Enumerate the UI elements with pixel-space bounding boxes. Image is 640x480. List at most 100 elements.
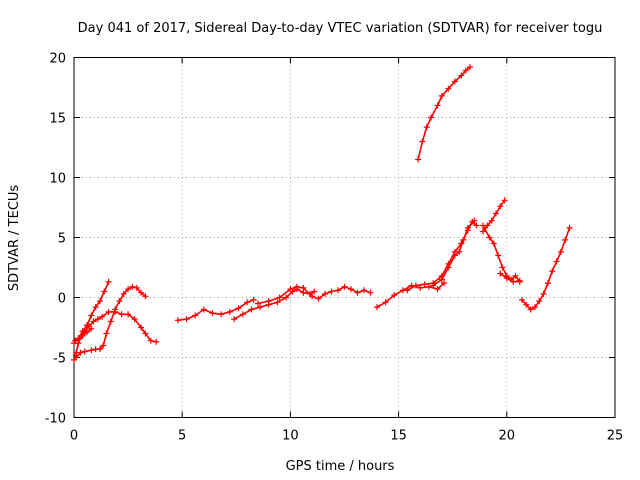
data-point-marker xyxy=(77,349,84,356)
data-point-marker xyxy=(553,258,560,265)
data-point-marker xyxy=(248,306,255,313)
data-point-marker xyxy=(231,316,238,323)
data-point-marker xyxy=(501,197,508,204)
x-tick-label: 0 xyxy=(70,429,78,444)
data-point-marker xyxy=(88,347,95,354)
data-point-marker xyxy=(309,293,316,300)
data-point-marker xyxy=(441,280,448,287)
data-point-marker xyxy=(486,234,493,241)
data-point-marker xyxy=(283,294,290,301)
series-line xyxy=(73,311,157,361)
series-segment xyxy=(497,270,523,285)
data-point-marker xyxy=(133,284,140,291)
data-point-marker xyxy=(99,313,106,320)
data-point-marker xyxy=(492,210,499,217)
data-point-marker xyxy=(183,316,190,323)
series-segment xyxy=(415,64,474,163)
data-point-marker xyxy=(425,283,432,290)
series-segment xyxy=(231,286,318,323)
data-point-marker xyxy=(367,289,374,296)
data-point-marker xyxy=(430,282,437,289)
data-point-marker xyxy=(462,67,469,74)
data-point-marker xyxy=(120,290,127,297)
grid-lines xyxy=(74,57,615,418)
data-point-marker xyxy=(311,288,318,295)
x-tick-label: 20 xyxy=(499,429,516,444)
series-line xyxy=(257,285,372,305)
data-point-marker xyxy=(497,203,504,210)
data-point-marker xyxy=(479,222,486,229)
data-point-marker xyxy=(456,248,463,255)
y-tick-label: 10 xyxy=(49,172,66,187)
data-point-marker xyxy=(116,298,123,305)
series-segment xyxy=(72,325,95,344)
data-point-marker xyxy=(100,342,107,349)
data-point-marker xyxy=(495,252,502,259)
data-point-marker xyxy=(510,278,517,285)
data-point-marker xyxy=(445,264,452,271)
data-point-marker xyxy=(125,286,132,293)
data-point-marker xyxy=(540,290,547,297)
data-point-marker xyxy=(404,287,411,294)
data-point-marker xyxy=(518,296,525,303)
data-point-marker xyxy=(428,114,435,121)
data-point-marker xyxy=(417,284,424,291)
data-point-marker xyxy=(226,308,233,315)
data-point-marker xyxy=(96,346,103,353)
data-point-marker xyxy=(523,301,530,308)
data-point-marker xyxy=(276,294,283,301)
data-point-marker xyxy=(265,298,272,305)
data-point-marker xyxy=(209,310,216,317)
data-point-marker xyxy=(497,270,504,277)
data-point-marker xyxy=(391,292,398,299)
data-point-marker xyxy=(341,283,348,290)
data-point-marker xyxy=(347,286,354,293)
data-point-marker xyxy=(415,156,422,163)
data-point-marker xyxy=(72,337,79,344)
data-point-marker xyxy=(105,278,112,285)
data-point-marker xyxy=(335,287,342,294)
data-point-marker xyxy=(527,306,534,313)
series-line xyxy=(432,219,476,287)
chart-title: Day 041 of 2017, Sidereal Day-to-day VTE… xyxy=(78,21,603,36)
data-point-marker xyxy=(499,264,506,271)
data-point-marker xyxy=(512,272,519,279)
data-point-marker xyxy=(96,298,103,305)
y-tick-label: 20 xyxy=(49,52,66,67)
data-point-marker xyxy=(174,317,181,324)
data-point-marker xyxy=(125,311,132,318)
data-point-marker xyxy=(423,124,430,131)
data-point-marker xyxy=(103,330,110,337)
data-point-marker xyxy=(153,338,160,345)
data-point-marker xyxy=(293,283,300,290)
data-point-marker xyxy=(488,217,495,224)
series-line xyxy=(521,227,571,311)
data-point-marker xyxy=(94,316,101,323)
x-tick-label: 5 xyxy=(178,429,186,444)
data-point-marker xyxy=(90,318,97,325)
series-segment xyxy=(518,224,573,313)
data-point-marker xyxy=(467,64,474,71)
plot-frame xyxy=(73,57,616,418)
data-point-marker xyxy=(138,324,145,331)
series-segment xyxy=(479,197,508,235)
data-point-marker xyxy=(328,288,335,295)
data-point-marker xyxy=(322,290,329,297)
data-point-marker xyxy=(73,354,80,361)
data-point-marker xyxy=(516,277,523,284)
data-point-marker xyxy=(419,138,426,145)
data-point-marker xyxy=(142,330,149,337)
data-point-marker xyxy=(92,304,99,311)
data-point-marker xyxy=(81,348,88,355)
y-axis-label: SDTVAR / TECUs xyxy=(7,185,22,292)
axis-ticks: 0 5 10 15 20 25 -10 -5 0 5 10 15 20 xyxy=(45,52,624,444)
data-point-marker xyxy=(254,300,261,307)
data-point-marker xyxy=(434,286,441,293)
data-point-marker xyxy=(438,92,445,99)
data-point-marker xyxy=(287,286,294,293)
data-point-marker xyxy=(473,222,480,229)
data-point-marker xyxy=(142,293,149,300)
data-point-marker xyxy=(531,304,538,311)
data-point-marker xyxy=(118,311,125,318)
